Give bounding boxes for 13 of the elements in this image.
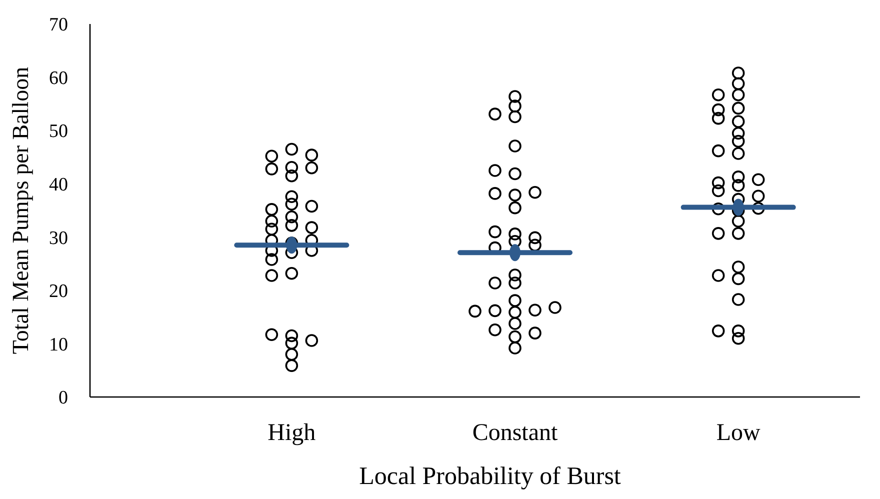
y-tick-label: 10 xyxy=(49,334,68,356)
x-axis-title: Local Probability of Burst xyxy=(359,463,621,490)
y-tick-label: 50 xyxy=(49,121,68,142)
y-tick-label: 40 xyxy=(49,174,68,196)
y-tick-label: 70 xyxy=(49,14,68,36)
y-tick-label: 0 xyxy=(58,388,68,409)
x-tick-label: High xyxy=(268,420,316,446)
y-tick-label: 30 xyxy=(49,228,68,249)
y-tick-label: 20 xyxy=(49,281,68,302)
y-tick-label: 60 xyxy=(49,68,68,89)
x-tick-label: Low xyxy=(716,420,761,446)
y-axis-title: Total Mean Pumps per Balloon xyxy=(8,66,33,354)
x-tick-label: Constant xyxy=(472,420,558,446)
